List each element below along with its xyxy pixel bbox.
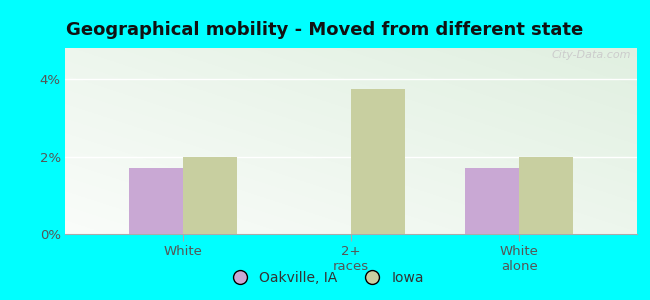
Bar: [129, 168, 183, 234]
Text: Geographical mobility - Moved from different state: Geographical mobility - Moved from diffe…: [66, 21, 584, 39]
Bar: [519, 157, 573, 234]
Bar: [183, 157, 237, 234]
Text: City-Data.com: City-Data.com: [552, 50, 631, 60]
Legend: Oakville, IA, Iowa: Oakville, IA, Iowa: [220, 265, 430, 290]
Bar: [351, 89, 405, 234]
Bar: [465, 168, 519, 234]
